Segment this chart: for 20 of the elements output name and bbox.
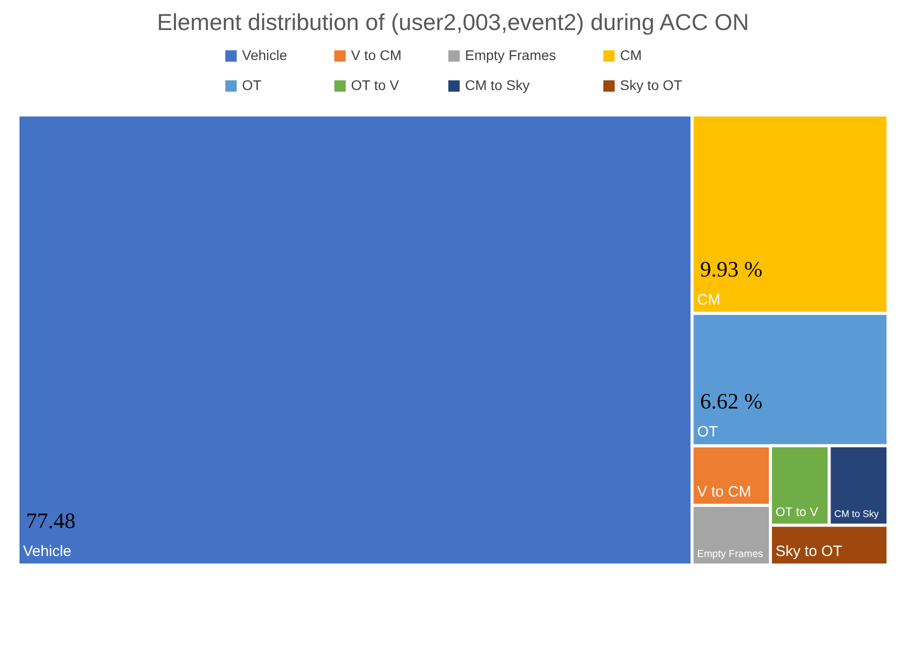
category-label: Empty Frames bbox=[697, 549, 764, 560]
category-label: Sky to OT bbox=[775, 543, 842, 560]
category-label: OT bbox=[242, 77, 262, 93]
category-label: CM bbox=[697, 291, 720, 308]
text: Element distribution of (user2,003,event2) during ACC ON bbox=[157, 9, 749, 35]
category-label: OT to V bbox=[351, 77, 399, 93]
category-label: Vehicle bbox=[242, 47, 288, 63]
category-label: Empty Frames bbox=[465, 47, 556, 63]
data-label: 77.48 bbox=[26, 508, 76, 533]
category-label: CM to Sky bbox=[834, 509, 879, 520]
data-label: 6.62 % bbox=[700, 388, 762, 414]
category-label: Vehicle bbox=[23, 543, 72, 560]
category-label: OT bbox=[697, 424, 718, 441]
category-label: OT to V bbox=[775, 505, 819, 520]
category-label: CM to Sky bbox=[465, 77, 530, 93]
category-label: CM bbox=[620, 47, 642, 63]
category-label: Sky to OT bbox=[620, 77, 682, 93]
data-label: 9.93 % bbox=[700, 256, 762, 282]
category-label: V to CM bbox=[697, 483, 752, 500]
category-label: V to CM bbox=[351, 47, 402, 63]
